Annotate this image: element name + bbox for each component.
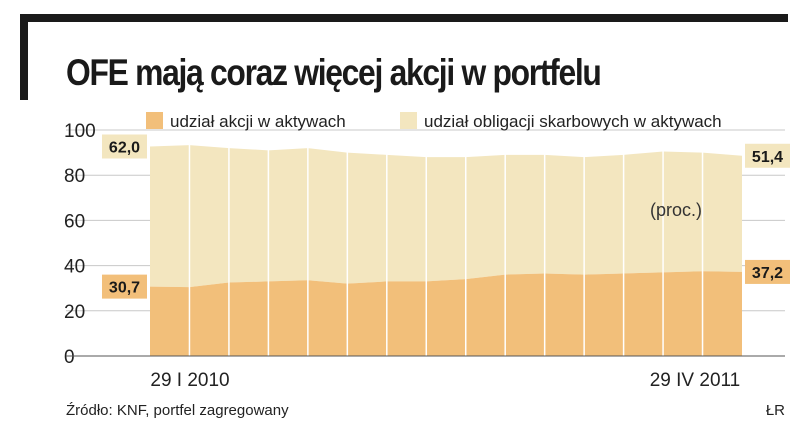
- data-label-bg: [745, 143, 790, 168]
- author-initials: ŁR: [765, 402, 785, 419]
- x-tick-label: 29 IV 2011: [650, 370, 741, 391]
- frame-top-bar: [20, 14, 788, 22]
- x-tick-label: 29 I 2010: [150, 370, 229, 391]
- y-tick-label: 60: [64, 211, 85, 232]
- chart-title: OFE mają coraz więcej akcji w portfelu: [66, 52, 602, 93]
- y-tick-label: 100: [64, 121, 96, 142]
- y-tick-label: 0: [64, 347, 75, 368]
- y-tick-label: 80: [64, 166, 85, 187]
- data-label-bg: [102, 274, 147, 299]
- stocks-area: [150, 271, 742, 356]
- source-note: Źródło: KNF, portfel zagregowany: [66, 402, 289, 419]
- data-label-bg: [745, 259, 790, 284]
- y-tick-label: 40: [64, 257, 85, 278]
- data-label-bonds-start: 62,0: [109, 139, 140, 156]
- unit-note: (proc.): [650, 200, 702, 220]
- data-label-bg: [102, 134, 147, 159]
- frame-left-bar: [20, 14, 28, 100]
- legend-label: udział obligacji skarbowych w aktywach: [424, 112, 722, 131]
- data-label-stocks-end: 37,2: [752, 265, 783, 282]
- bonds-area: [150, 145, 742, 288]
- data-label-stocks-start: 30,7: [109, 280, 140, 297]
- data-label-bonds-end: 51,4: [752, 149, 783, 166]
- legend-swatch: [400, 112, 417, 129]
- y-tick-label: 20: [64, 302, 85, 323]
- legend-swatch: [146, 112, 163, 129]
- legend-label: udział akcji w aktywach: [170, 112, 346, 131]
